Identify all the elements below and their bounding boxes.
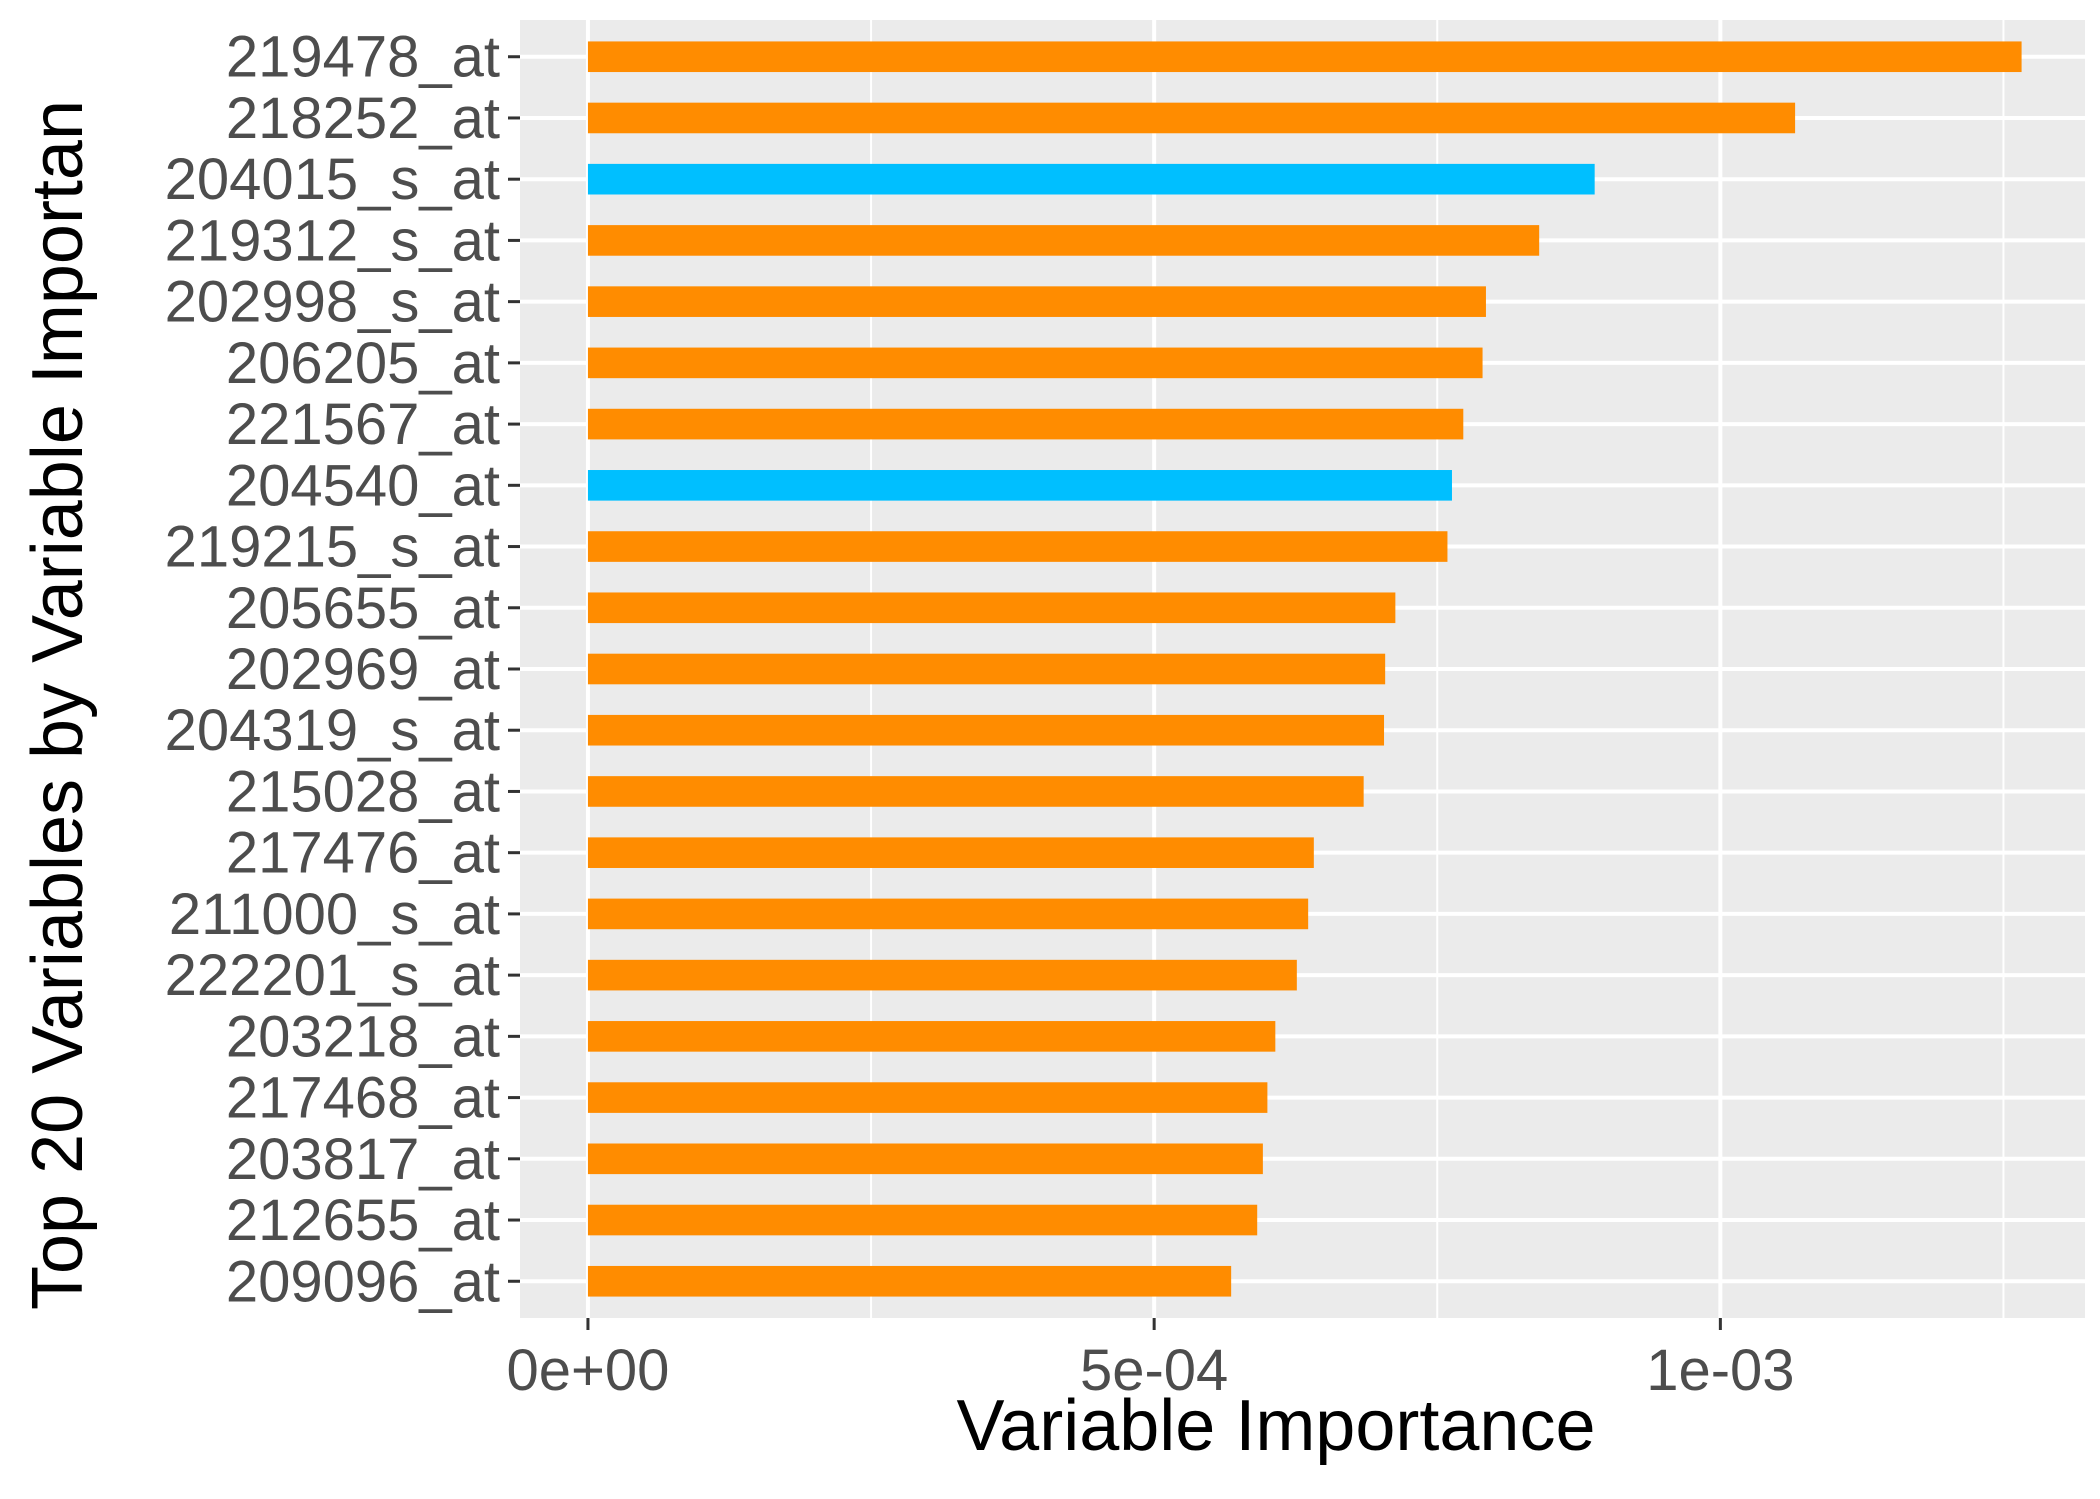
bar-215028_at [587, 776, 1364, 807]
y-tick-label: 219215_s_at [165, 515, 500, 580]
y-tick-label: 203817_at [226, 1127, 500, 1192]
bar-203817_at [587, 1143, 1263, 1175]
bar-204319_s_at [587, 714, 1385, 746]
bars [587, 41, 2022, 1297]
y-axis-ticks: 219478_at218252_at204015_s_at219312_s_at… [165, 25, 520, 1314]
y-tick-label: 222201_s_at [165, 943, 500, 1008]
bar-217476_at [587, 837, 1314, 868]
bar-219478_at [587, 41, 2022, 73]
bar-212655_at [587, 1204, 1258, 1236]
bar-205655_at [587, 592, 1396, 624]
y-tick-label: 202969_at [226, 637, 500, 702]
y-tick-label: 204319_s_at [165, 698, 500, 763]
y-tick-label: 202998_s_at [165, 270, 500, 335]
bar-211000_s_at [587, 898, 1309, 930]
bar-218252_at [587, 102, 1796, 134]
bar-202969_at [587, 653, 1386, 685]
y-tick-label: 217476_at [226, 821, 500, 886]
x-tick-label: 5e-04 [1080, 1338, 1228, 1403]
x-axis-ticks: 0e+00 5e-04 1e-03 [506, 1318, 1795, 1403]
y-tick-label: 209096_at [226, 1249, 500, 1314]
y-tick-label: 204540_at [226, 453, 500, 518]
y-tick-label: 219478_at [226, 25, 500, 90]
bar-209096_at [587, 1265, 1232, 1297]
y-tick-label: 215028_at [226, 759, 500, 824]
y-axis-title: Top 20 Variables by Variable Importan [18, 100, 98, 1310]
y-tick-label: 211000_s_at [169, 882, 500, 947]
y-tick-label: 221567_at [226, 392, 500, 457]
x-tick-label: 0e+00 [506, 1338, 669, 1403]
y-tick-label: 218252_at [226, 86, 500, 151]
x-tick-label: 1e-03 [1646, 1338, 1794, 1403]
bar-204015_s_at [587, 163, 1595, 195]
y-tick-label: 212655_at [226, 1188, 500, 1253]
bar-219312_s_at [587, 225, 1540, 256]
bar-219215_s_at [587, 531, 1448, 562]
y-tick-label: 205655_at [226, 576, 500, 641]
bar-203218_at [587, 1021, 1276, 1052]
y-tick-label: 219312_s_at [165, 208, 500, 273]
bar-206205_at [587, 347, 1483, 379]
bar-217468_at [587, 1082, 1268, 1113]
bar-221567_at [587, 408, 1464, 440]
x-axis-title: Variable Importance [957, 1386, 1596, 1466]
bar-222201_s_at [587, 959, 1297, 991]
bar-202998_s_at [587, 286, 1486, 317]
y-tick-label: 204015_s_at [165, 147, 500, 212]
bar-204540_at [587, 470, 1452, 501]
y-tick-label: 217468_at [226, 1066, 500, 1131]
y-tick-label: 206205_at [226, 331, 500, 396]
y-tick-label: 203218_at [226, 1004, 500, 1069]
